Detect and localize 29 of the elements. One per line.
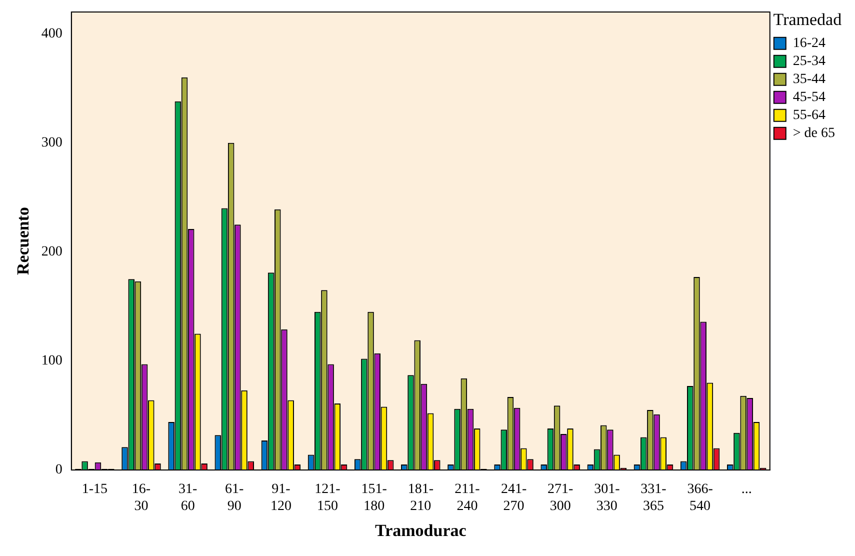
legend-label: 55-64	[792, 108, 826, 124]
x-tick-label: 61- 90	[225, 482, 244, 514]
legend-label: 35-44	[792, 72, 826, 88]
x-tick-label: 331- 365	[640, 482, 667, 514]
x-tick-label: 301- 330	[594, 482, 620, 514]
y-tick-label: 0	[55, 462, 62, 478]
x-tick-label: 121- 150	[314, 482, 341, 514]
y-tick-label: 400	[41, 26, 62, 42]
x-tick-label: 241- 270	[500, 482, 527, 514]
x-tick-label: 271- 300	[548, 482, 574, 514]
x-tick-label: 366- 540	[687, 482, 714, 514]
legend-label: > de 65	[792, 126, 835, 142]
y-axis-title: Recuento	[14, 207, 33, 275]
legend-label: 16-24	[792, 36, 826, 52]
legend-label: 45-54	[792, 90, 826, 106]
y-tick-label: 300	[41, 136, 62, 151]
legend-label: 25-34	[792, 54, 826, 70]
legend-title: Tramedad	[773, 10, 842, 29]
x-tick-label: ...	[741, 482, 752, 498]
x-tick-label: 211- 240	[454, 482, 480, 514]
x-tick-label: 1-15	[82, 482, 108, 498]
x-tick-label: 181- 210	[408, 482, 434, 514]
x-axis-title: Tramodurac	[374, 521, 467, 540]
y-tick-label: 200	[41, 244, 62, 260]
y-tick-label: 100	[41, 354, 62, 369]
x-tick-label: 91- 120	[270, 482, 292, 514]
x-tick-label: 151- 180	[361, 482, 388, 514]
x-tick-label: 16- 30	[132, 482, 151, 514]
x-tick-label: 31- 60	[178, 482, 198, 514]
